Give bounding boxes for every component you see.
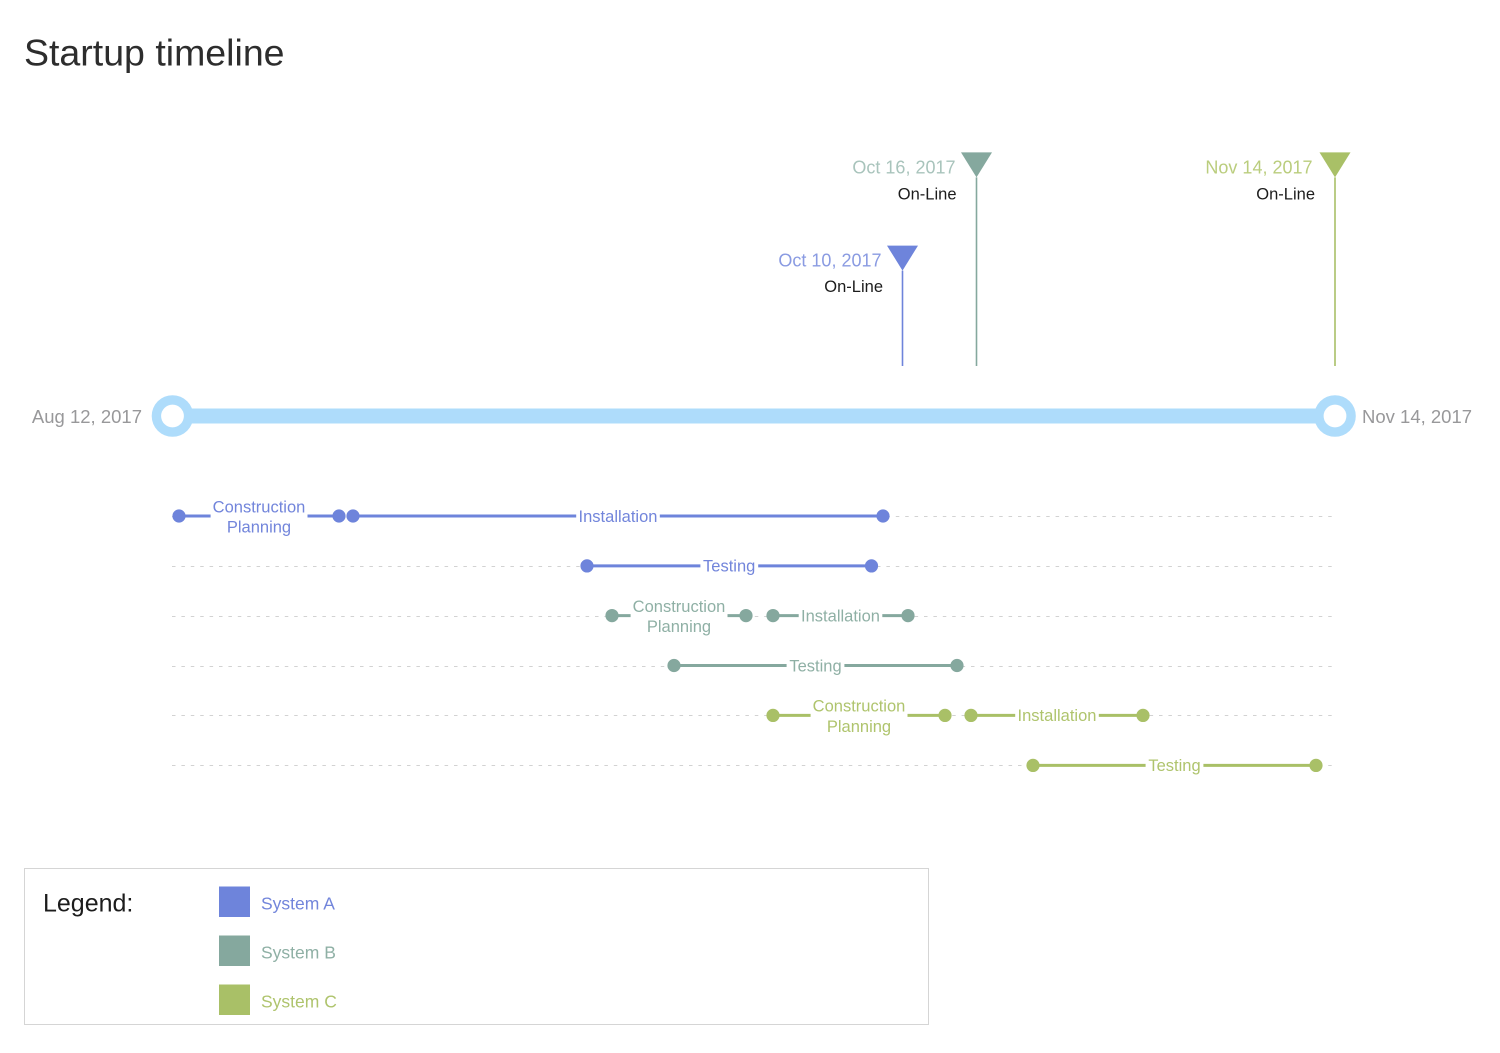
svg-text:Nov 14, 2017: Nov 14, 2017 xyxy=(1362,406,1472,427)
svg-text:Installation: Installation xyxy=(579,508,658,526)
svg-text:Planning: Planning xyxy=(647,618,711,636)
svg-text:Oct 16, 2017: Oct 16, 2017 xyxy=(852,158,955,178)
svg-text:Construction: Construction xyxy=(633,598,726,616)
svg-text:Testing: Testing xyxy=(1148,757,1200,775)
svg-text:Planning: Planning xyxy=(227,519,291,537)
svg-text:On-Line: On-Line xyxy=(1256,186,1315,204)
svg-text:Construction: Construction xyxy=(213,498,306,516)
svg-text:Startup timeline: Startup timeline xyxy=(24,32,285,74)
svg-text:Oct 10, 2017: Oct 10, 2017 xyxy=(778,251,881,271)
svg-text:Installation: Installation xyxy=(801,607,880,625)
svg-text:Planning: Planning xyxy=(827,718,891,736)
svg-text:Testing: Testing xyxy=(703,558,755,576)
svg-text:Nov 14, 2017: Nov 14, 2017 xyxy=(1205,158,1312,178)
svg-text:Construction: Construction xyxy=(813,698,906,716)
svg-text:Aug 12, 2017: Aug 12, 2017 xyxy=(32,406,142,427)
svg-text:Legend:: Legend: xyxy=(43,890,133,918)
svg-text:On-Line: On-Line xyxy=(824,278,883,296)
svg-text:Testing: Testing xyxy=(789,657,841,675)
svg-text:System A: System A xyxy=(261,894,335,914)
svg-text:System C: System C xyxy=(261,992,337,1012)
svg-text:Installation: Installation xyxy=(1018,707,1097,725)
svg-text:On-Line: On-Line xyxy=(898,186,957,204)
svg-text:System B: System B xyxy=(261,943,336,963)
